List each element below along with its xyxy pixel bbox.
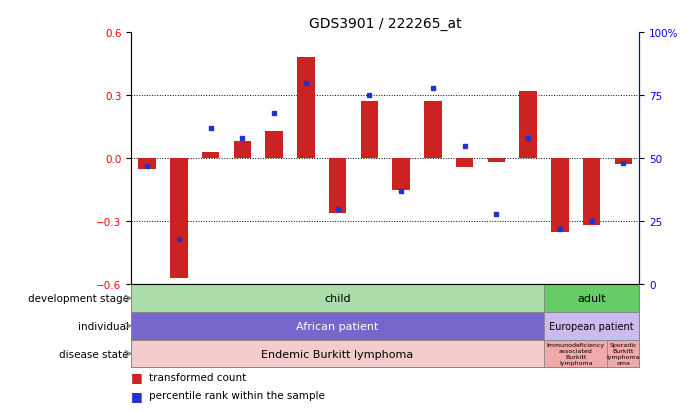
Bar	[202, 152, 219, 159]
Text: Endemic Burkitt lymphoma: Endemic Burkitt lymphoma	[261, 349, 414, 359]
Bar	[234, 142, 251, 159]
Text: individual: individual	[78, 321, 129, 331]
Bar	[544, 285, 639, 312]
Bar	[607, 340, 639, 368]
Text: African patient: African patient	[296, 321, 379, 331]
Bar	[551, 159, 569, 232]
Text: transformed count: transformed count	[149, 372, 246, 382]
Bar	[424, 102, 442, 159]
Bar	[329, 159, 346, 213]
Text: European patient: European patient	[549, 321, 634, 331]
Bar	[131, 285, 544, 312]
Bar	[614, 159, 632, 165]
Bar	[170, 159, 188, 278]
Text: disease state: disease state	[59, 349, 129, 359]
Text: ■: ■	[131, 389, 143, 402]
Text: Immunodeficiency
associated
Burkitt
lymphoma: Immunodeficiency associated Burkitt lymp…	[547, 342, 605, 365]
Bar	[456, 159, 473, 167]
Bar	[297, 58, 314, 159]
Bar	[138, 159, 156, 169]
Text: development stage: development stage	[28, 293, 129, 304]
Text: adult: adult	[577, 293, 606, 304]
Text: child: child	[324, 293, 351, 304]
Bar	[265, 132, 283, 159]
Bar	[131, 312, 544, 340]
Bar	[544, 340, 607, 368]
Bar	[131, 340, 544, 368]
Bar	[361, 102, 378, 159]
Bar	[392, 159, 410, 190]
Bar	[488, 159, 505, 163]
Bar	[520, 92, 537, 159]
Text: Sporadic
Burkitt
lymphoma
oma: Sporadic Burkitt lymphoma oma	[607, 342, 640, 365]
Bar	[544, 312, 639, 340]
Text: ■: ■	[131, 370, 143, 383]
Text: percentile rank within the sample: percentile rank within the sample	[149, 390, 325, 401]
Title: GDS3901 / 222265_at: GDS3901 / 222265_at	[309, 17, 462, 31]
Bar	[583, 159, 600, 226]
